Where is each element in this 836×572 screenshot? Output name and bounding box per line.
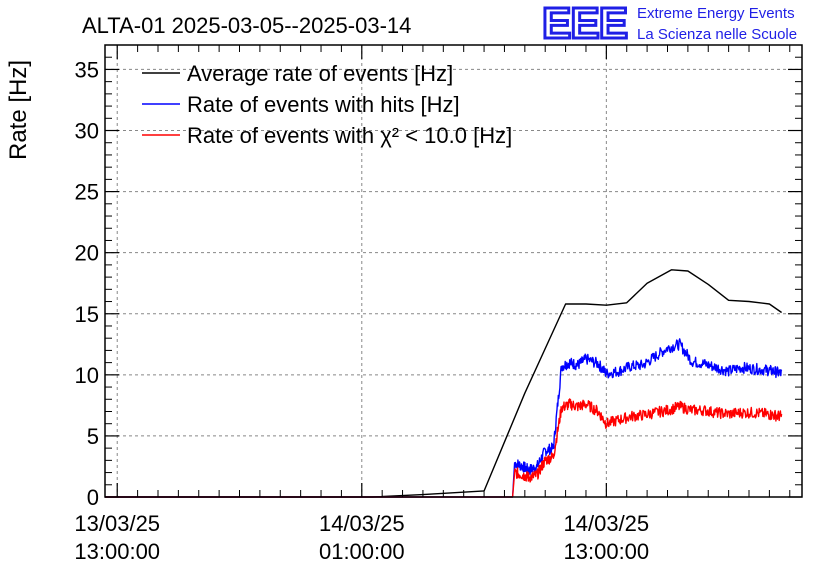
brand-line-1: Extreme Energy Events — [637, 5, 795, 22]
y-axis-label: Rate [Hz] — [5, 60, 32, 160]
brand-line-2: La Scienza nelle Scuole — [637, 26, 797, 43]
x-tick-label-date: 14/03/25 — [319, 511, 405, 536]
legend: Average rate of events [Hz] Rate of event… — [142, 61, 512, 148]
x-tick-label-time: 13:00:00 — [74, 539, 160, 564]
series-average-rate — [105, 269, 783, 498]
x-tick-label-time: 13:00:00 — [564, 539, 650, 564]
series-lines — [105, 269, 783, 498]
y-tick-label: 35 — [75, 57, 99, 82]
y-tick-label: 15 — [75, 302, 99, 327]
x-tick-label-date: 13/03/25 — [74, 511, 160, 536]
y-tick-label: 5 — [87, 424, 99, 449]
y-tick-label: 10 — [75, 363, 99, 388]
y-tick-label: 25 — [75, 180, 99, 205]
grid — [105, 45, 802, 497]
series-rate-with-hits — [105, 338, 783, 498]
plot-frame — [104, 44, 803, 498]
series-rate-chi2 — [105, 398, 783, 498]
eee-logo: EEE — [542, 0, 627, 48]
y-tick-label: 30 — [75, 119, 99, 144]
legend-entry-label: Rate of events with χ² < 10.0 [Hz] — [187, 123, 512, 148]
chart-title: ALTA-01 2025-03-05--2025-03-14 — [82, 13, 411, 38]
x-tick-label-date: 14/03/25 — [564, 511, 650, 536]
axes: 0 5 10 15 20 25 30 35 13/03/25 13:00:00 14/03/25 01… — [74, 45, 802, 564]
y-tick-label: 20 — [75, 241, 99, 266]
x-tick-label-time: 01:00:00 — [319, 539, 405, 564]
legend-entry-label: Rate of events with hits [Hz] — [187, 92, 460, 117]
legend-entry-label: Average rate of events [Hz] — [187, 61, 453, 86]
y-tick-label: 0 — [87, 485, 99, 510]
